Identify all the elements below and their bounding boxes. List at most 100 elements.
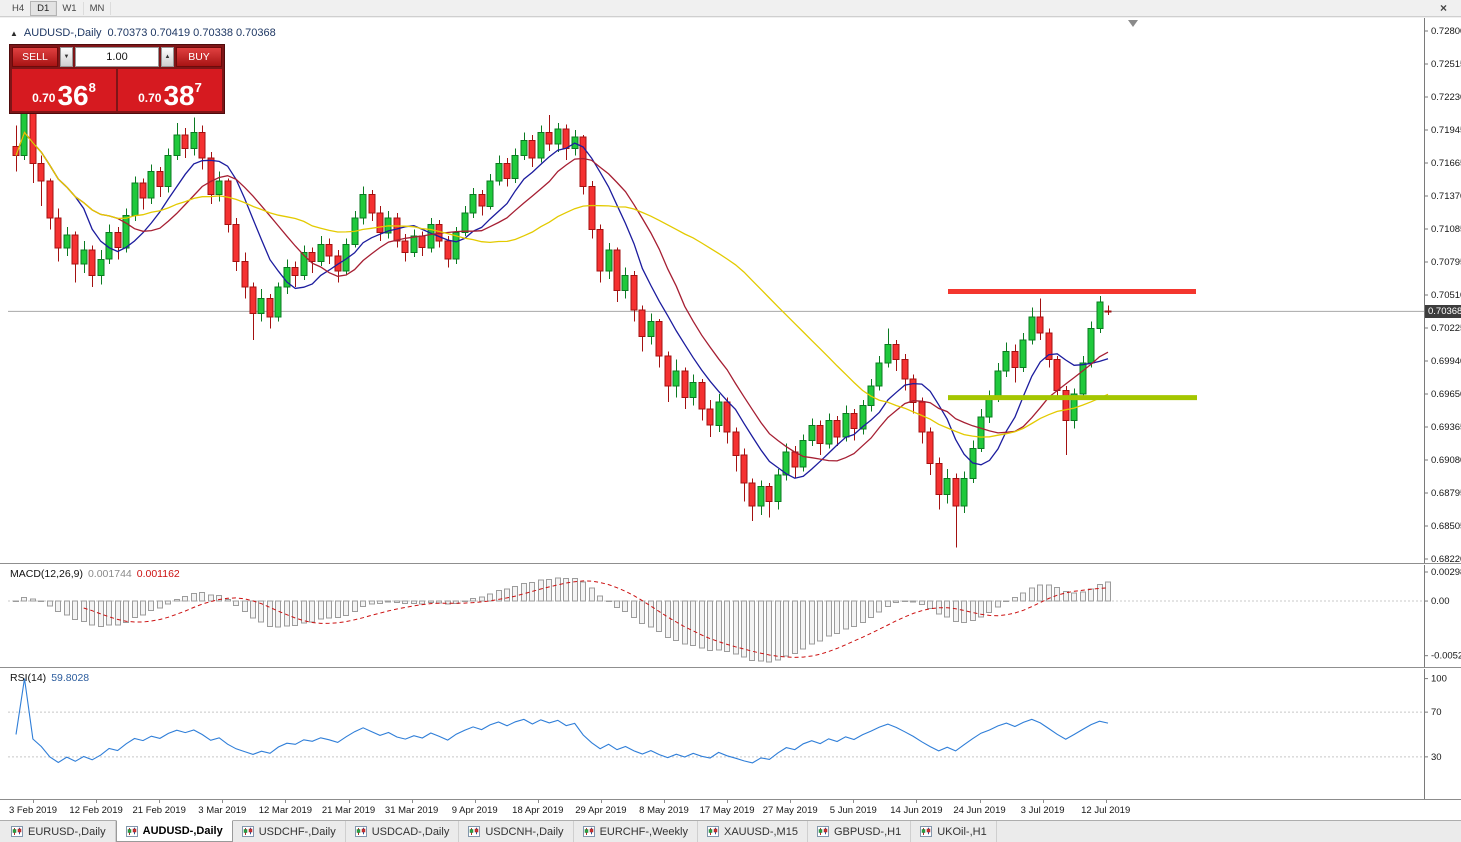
candle-body	[511, 155, 519, 180]
time-axis-tick	[474, 800, 476, 803]
rsi-axis-label: 100	[1431, 674, 1447, 685]
time-axis-tick	[159, 800, 161, 803]
volume-increase-button[interactable]: ▲	[161, 47, 174, 67]
candle-body	[308, 251, 316, 263]
timeframe-button-h4[interactable]: H4	[6, 1, 32, 15]
candle-body	[791, 451, 799, 468]
chart-icon	[582, 826, 595, 837]
candle-body	[892, 344, 900, 361]
macd-histogram-bar	[656, 600, 662, 633]
timeframe-button-w1[interactable]: W1	[56, 1, 84, 15]
candle-body	[131, 182, 139, 216]
macd-histogram-bar	[622, 600, 628, 613]
current-price-badge: 0.70368	[1425, 304, 1461, 318]
candle-body	[88, 249, 96, 276]
candle-body	[461, 212, 469, 234]
buy-price-display[interactable]: 0.70 38 7	[118, 69, 222, 111]
chart-tab-eurchf-weekly[interactable]: EURCHF-,Weekly	[574, 821, 698, 842]
chart-tab-eurusd-daily[interactable]: EURUSD-,Daily	[2, 821, 116, 842]
trade-panel-controls: SELL ▼ 1.00 ▲ BUY	[12, 47, 222, 67]
macd-histogram-bar	[233, 600, 239, 606]
candle-body	[1104, 310, 1112, 313]
candle-body	[672, 370, 680, 387]
sell-button[interactable]: SELL	[12, 47, 58, 67]
candle-body	[875, 362, 883, 387]
candle-body	[122, 215, 130, 249]
macd-histogram-bar	[555, 577, 561, 602]
macd-histogram-bar	[165, 600, 171, 605]
macd-histogram-bar	[504, 588, 510, 602]
ma-line-8	[15, 131, 1109, 479]
chart-tab-audusd-daily[interactable]: AUDUSD-,Daily	[115, 820, 233, 842]
candle-body	[29, 108, 37, 165]
macd-histogram-bar	[284, 600, 290, 627]
time-axis-label: 5 Jun 2019	[829, 805, 877, 816]
candle-body	[528, 140, 536, 159]
macd-histogram-bar	[690, 600, 696, 646]
timeframe-button-mn[interactable]: MN	[84, 1, 112, 15]
macd-histogram-bar	[174, 598, 180, 602]
macd-histogram-bar	[910, 600, 916, 603]
volume-decrease-button[interactable]: ▼	[60, 47, 73, 67]
macd-histogram-bar	[1071, 592, 1077, 602]
chart-tab-usdcnh-daily[interactable]: USDCNH-,Daily	[459, 821, 574, 842]
macd-histogram-bar	[563, 577, 569, 602]
timeframe-button-d1[interactable]: D1	[30, 0, 58, 16]
time-axis-label: 12 Jul 2019	[1081, 805, 1131, 816]
tab-label: EURUSD-,Daily	[28, 825, 106, 838]
volume-input[interactable]: 1.00	[75, 47, 159, 67]
buy-button[interactable]: BUY	[176, 47, 222, 67]
macd-signal-value: 0.001162	[136, 568, 180, 580]
macd-histogram-bar	[800, 600, 806, 650]
time-axis-label: 3 Feb 2019	[8, 805, 58, 816]
macd-histogram-bar	[47, 600, 53, 607]
candle-body	[215, 180, 223, 196]
chart-tab-ukoil-h1[interactable]: UKOil-,H1	[911, 821, 997, 842]
close-icon[interactable]: ×	[1439, 1, 1447, 15]
one-click-toggle-icon[interactable]: ▲	[10, 28, 18, 38]
time-axis-label: 29 Apr 2019	[575, 805, 627, 816]
candle-body	[401, 240, 409, 253]
rsi-canvas[interactable]: 100 70 30	[0, 669, 1461, 800]
chart-tab-xauusd-m15[interactable]: XAUUSD-,M15	[698, 821, 808, 842]
candle-body	[495, 163, 503, 182]
candle-body	[410, 235, 418, 253]
sell-price-display[interactable]: 0.70 36 8	[12, 69, 116, 111]
macd-histogram-bar	[970, 600, 976, 622]
macd-histogram-bar	[487, 593, 493, 602]
macd-histogram-bar	[453, 600, 459, 604]
macd-histogram-bar	[927, 600, 933, 610]
macd-histogram-bar	[1080, 591, 1086, 602]
candle-body	[698, 382, 706, 410]
macd-histogram-bar	[1063, 591, 1069, 602]
macd-canvas[interactable]: 0.002984 0.00 -0.00525	[0, 565, 1461, 668]
macd-histogram-bar	[72, 600, 78, 620]
macd-histogram-bar	[699, 600, 705, 649]
macd-histogram-bar	[115, 600, 121, 626]
macd-histogram-bar	[876, 600, 882, 613]
macd-histogram-bar	[809, 600, 815, 645]
time-axis[interactable]: 3 Feb 2019 12 Feb 2019 21 Feb 2019 3 Mar 20…	[0, 799, 1461, 820]
time-axis-tick	[600, 800, 602, 803]
candles-layer	[12, 102, 1112, 548]
candle-body	[689, 382, 697, 399]
candle-body	[376, 212, 384, 234]
chart-tab-usdchf-daily[interactable]: USDCHF-,Daily	[233, 821, 346, 842]
chart-tab-gbpusd-h1[interactable]: GBPUSD-,H1	[808, 821, 912, 842]
candle-body	[825, 420, 833, 445]
candle-body	[71, 234, 79, 265]
macd-histogram-bar	[885, 600, 891, 607]
candle-body	[952, 477, 960, 507]
macd-histogram-bar	[89, 600, 95, 626]
macd-axis-label: 0.002984	[1431, 567, 1461, 578]
chart-shift-marker-icon[interactable]	[1128, 20, 1138, 27]
ma-line-13	[15, 131, 1109, 462]
time-axis-tick	[222, 800, 224, 803]
candle-body	[1062, 390, 1070, 422]
chart-tab-usdcad-daily[interactable]: USDCAD-,Daily	[346, 821, 460, 842]
tab-label: EURCHF-,Weekly	[599, 825, 688, 838]
macd-histogram-bar	[318, 600, 324, 620]
